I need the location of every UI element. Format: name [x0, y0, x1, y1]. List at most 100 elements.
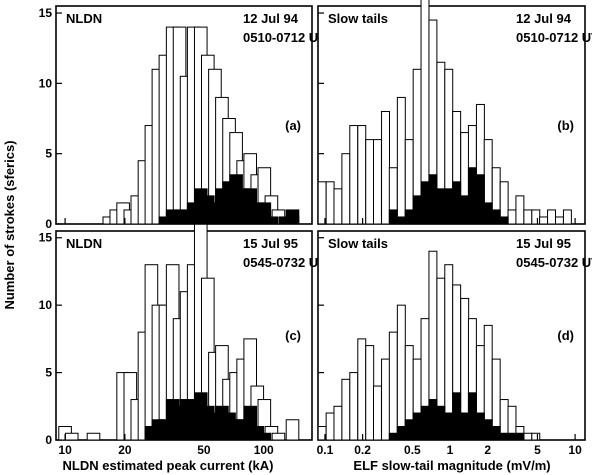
- histogram-bar-filled: [420, 405, 430, 441]
- histogram-bar-filled: [428, 399, 438, 441]
- x-tick-label: 50: [197, 443, 211, 457]
- histogram-bar: [373, 385, 382, 441]
- histogram-bar: [64, 432, 79, 441]
- x-tick-label: 0.5: [404, 443, 421, 457]
- histogram-bar-filled: [285, 209, 300, 225]
- histogram-bar: [396, 304, 406, 441]
- y-tick-label: 15: [39, 231, 53, 245]
- histogram-bar-filled: [452, 392, 462, 441]
- histogram-bar: [388, 331, 398, 441]
- panel-source-label: Slow tails: [328, 236, 388, 251]
- histogram-bar-filled: [420, 181, 430, 225]
- panel-time: 0545-0732 UT: [516, 255, 592, 270]
- histogram-bar: [539, 216, 549, 225]
- panel-time: 0510-0712 UT: [516, 30, 592, 45]
- histogram-bar-filled: [507, 432, 517, 441]
- histogram-bar: [365, 139, 375, 225]
- histogram-bar-filled: [499, 432, 509, 441]
- x-tick-label: 0.1: [317, 443, 334, 457]
- panel-c: [55, 223, 313, 441]
- y-axis-label: Number of strokes (sferics): [2, 140, 17, 309]
- histogram-bar: [373, 139, 382, 225]
- panel-letter: (a): [285, 118, 301, 133]
- histogram-bar-filled: [491, 209, 501, 225]
- histogram-bar: [349, 125, 359, 225]
- panel-date: 15 Jul 95: [516, 236, 571, 251]
- histogram-bar-filled: [475, 174, 485, 225]
- histogram-bar-filled: [475, 412, 485, 441]
- histogram-bar: [285, 419, 300, 441]
- histogram-bar: [555, 216, 564, 225]
- histogram-bar: [341, 378, 351, 441]
- histogram-bar: [547, 209, 556, 225]
- histogram-bar: [349, 372, 359, 441]
- histogram-bar-filled: [452, 181, 462, 225]
- histogram-bar-filled: [396, 216, 406, 225]
- x-tick-label: 10: [58, 443, 72, 457]
- histogram-bar-filled: [428, 174, 438, 225]
- histogram-bar: [325, 412, 335, 441]
- histogram-bar-filled: [436, 405, 446, 441]
- x-tick-label: 0.2: [354, 443, 371, 457]
- histogram-bar-filled: [388, 209, 398, 225]
- histogram-bar-filled: [467, 167, 477, 225]
- x-axis-label-right: ELF slow-tail magnitude (mV/m): [353, 458, 550, 473]
- histogram-bar: [317, 181, 327, 225]
- x-axis-label-left: NLDN estimated peak current (kA): [63, 458, 274, 473]
- histogram-bar-filled: [436, 188, 446, 225]
- histogram-bar-filled: [515, 432, 525, 441]
- histogram-bar: [523, 209, 533, 225]
- panel-letter: (c): [285, 328, 301, 343]
- x-tick-label: 100: [254, 443, 274, 457]
- panel-a: [55, 5, 313, 225]
- histogram-bar: [507, 209, 517, 225]
- panel-source-label: Slow tails: [328, 11, 388, 26]
- histogram-bar: [271, 432, 286, 441]
- panel-letter: (b): [557, 118, 574, 133]
- y-tick-label: 0: [45, 217, 52, 231]
- x-tick-label: 2: [484, 443, 491, 457]
- histogram-bar-filled: [460, 195, 470, 225]
- histogram-bar: [365, 345, 375, 441]
- x-tick-label: 10: [568, 443, 582, 457]
- histogram-bar-filled: [257, 432, 272, 441]
- histogram-bar-filled: [388, 432, 398, 441]
- x-tick-label: 1: [447, 443, 454, 457]
- histogram-bar-filled: [444, 188, 454, 225]
- histogram-bar: [531, 209, 541, 225]
- y-tick-label: 15: [39, 6, 53, 20]
- histogram-bar: [357, 125, 367, 225]
- y-tick-label: 10: [39, 76, 53, 90]
- x-tick-label: 5: [534, 443, 541, 457]
- panel-time: 0510-0712 UT: [243, 30, 326, 45]
- histogram-bar-filled: [412, 412, 422, 441]
- histogram-bar: [357, 338, 367, 441]
- panel-source-label: NLDN: [66, 11, 102, 26]
- y-tick-label: 5: [45, 366, 52, 380]
- histogram-bar: [381, 110, 390, 225]
- histogram-bar: [333, 188, 343, 225]
- histogram-bar-filled: [444, 412, 454, 441]
- histogram-bar: [523, 432, 533, 441]
- panel-date: 12 Jul 94: [516, 11, 572, 26]
- histogram-bar: [381, 358, 390, 441]
- panel-date: 12 Jul 94: [243, 11, 299, 26]
- histogram-bar-filled: [499, 216, 509, 225]
- histogram-bar-filled: [467, 392, 477, 441]
- histogram-bar-filled: [412, 195, 422, 225]
- histogram-bar: [341, 153, 351, 225]
- histogram-bar: [325, 181, 335, 225]
- panel-letter: (d): [557, 328, 574, 343]
- panel-b: [317, 0, 586, 225]
- y-tick-label: 5: [45, 147, 52, 161]
- histogram-bar-filled: [396, 426, 406, 441]
- histogram-bar-filled: [491, 426, 501, 441]
- y-tick-label: 0: [45, 433, 52, 447]
- histogram-bar: [562, 209, 572, 225]
- histogram-bar-filled: [460, 412, 470, 441]
- histogram-bar: [86, 432, 101, 441]
- x-tick-label: 20: [118, 443, 132, 457]
- panel-time: 0545-0732 UT: [243, 255, 326, 270]
- histogram-bar: [333, 405, 343, 441]
